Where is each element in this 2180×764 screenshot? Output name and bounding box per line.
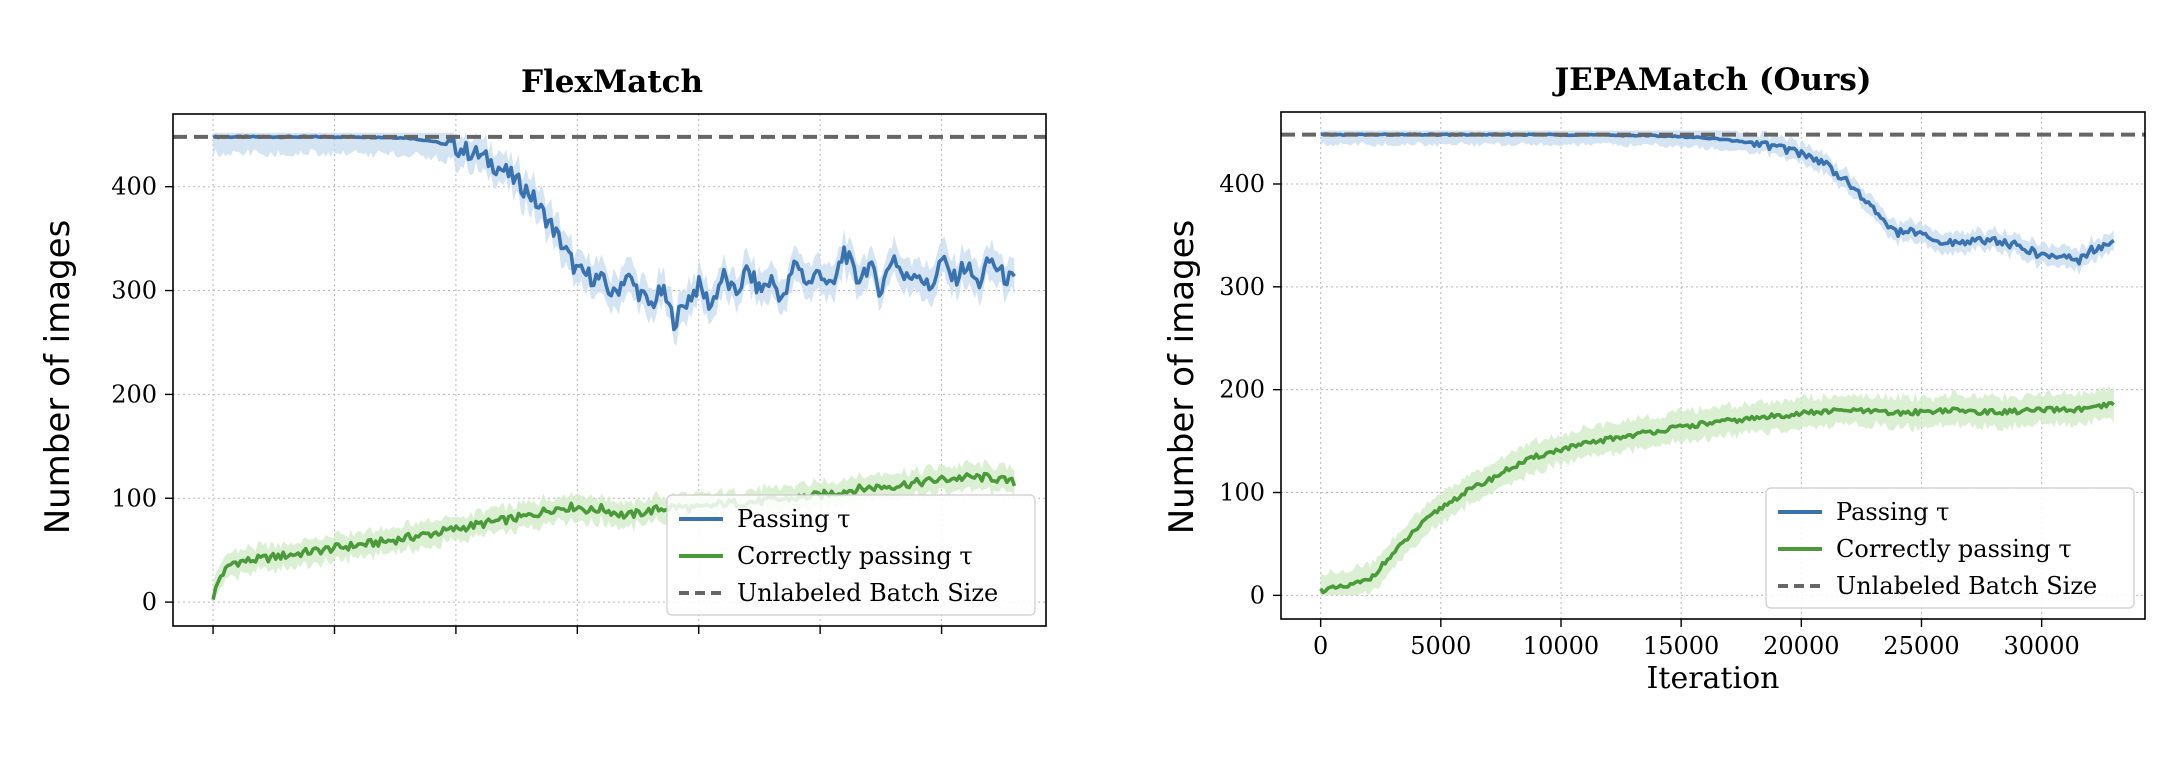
series-band-passing bbox=[1320, 130, 2114, 276]
y-tick-label: 200 bbox=[1219, 376, 1265, 404]
legend: Passing τ Correctly passing τ Unlabeled Ba… bbox=[666, 494, 1036, 616]
series-line-correct bbox=[211, 471, 1017, 600]
x-tick-label: 25000 bbox=[1883, 632, 1959, 660]
y-tick-label: 300 bbox=[111, 277, 157, 305]
x-tick-label: 15000 bbox=[1643, 632, 1719, 660]
y-tick-label: 400 bbox=[1219, 170, 1265, 198]
y-tick-label: 400 bbox=[111, 173, 157, 201]
y-tick-label: 0 bbox=[142, 588, 157, 616]
legend: Passing τ Correctly passing τ Unlabeled Ba… bbox=[1765, 487, 2135, 609]
x-axis-label: Iteration bbox=[1647, 661, 1780, 696]
x-tick-label: 0 bbox=[1313, 632, 1328, 660]
chart-title: FlexMatch bbox=[521, 64, 703, 100]
panel-flexmatch: FlexMatch Number of images 0 100 200 300 400… bbox=[38, 64, 1047, 634]
legend-label-batch: Unlabeled Batch Size bbox=[1836, 572, 2097, 600]
legend-label-batch: Unlabeled Batch Size bbox=[737, 579, 998, 607]
legend-label-correct: Correctly passing τ bbox=[1836, 535, 2072, 563]
y-tick-label: 300 bbox=[1219, 273, 1265, 301]
legend-label-passing: Passing τ bbox=[1836, 498, 1949, 526]
panel-jepamatch: JEPAMatch (Ours) Number of images Iterat… bbox=[1162, 62, 2146, 696]
x-tick-label: 5000 bbox=[1410, 632, 1471, 660]
x-tick-label: 10000 bbox=[1523, 632, 1599, 660]
legend-box bbox=[1765, 487, 2135, 609]
series-line-correct bbox=[1319, 401, 2115, 595]
series-band-correct bbox=[1320, 384, 2114, 596]
legend-box bbox=[666, 494, 1036, 616]
y-tick-label: 0 bbox=[1250, 581, 1265, 609]
x-tick-label: 20000 bbox=[1763, 632, 1839, 660]
y-tick-label: 200 bbox=[111, 380, 157, 408]
legend-label-passing: Passing τ bbox=[737, 505, 850, 533]
plot-frame bbox=[172, 113, 1047, 627]
y-tick-label: 100 bbox=[111, 484, 157, 512]
plot-frame bbox=[1280, 111, 2146, 620]
chart-title: JEPAMatch (Ours) bbox=[1552, 62, 1872, 98]
legend-label-correct: Correctly passing τ bbox=[737, 542, 973, 570]
y-tick-label: 100 bbox=[1219, 479, 1265, 507]
series-band-passing bbox=[213, 132, 1015, 346]
y-axis-label: Number of images bbox=[1162, 220, 1202, 535]
y-axis-label: Number of images bbox=[38, 220, 78, 535]
x-tick-label: 30000 bbox=[2003, 632, 2079, 660]
